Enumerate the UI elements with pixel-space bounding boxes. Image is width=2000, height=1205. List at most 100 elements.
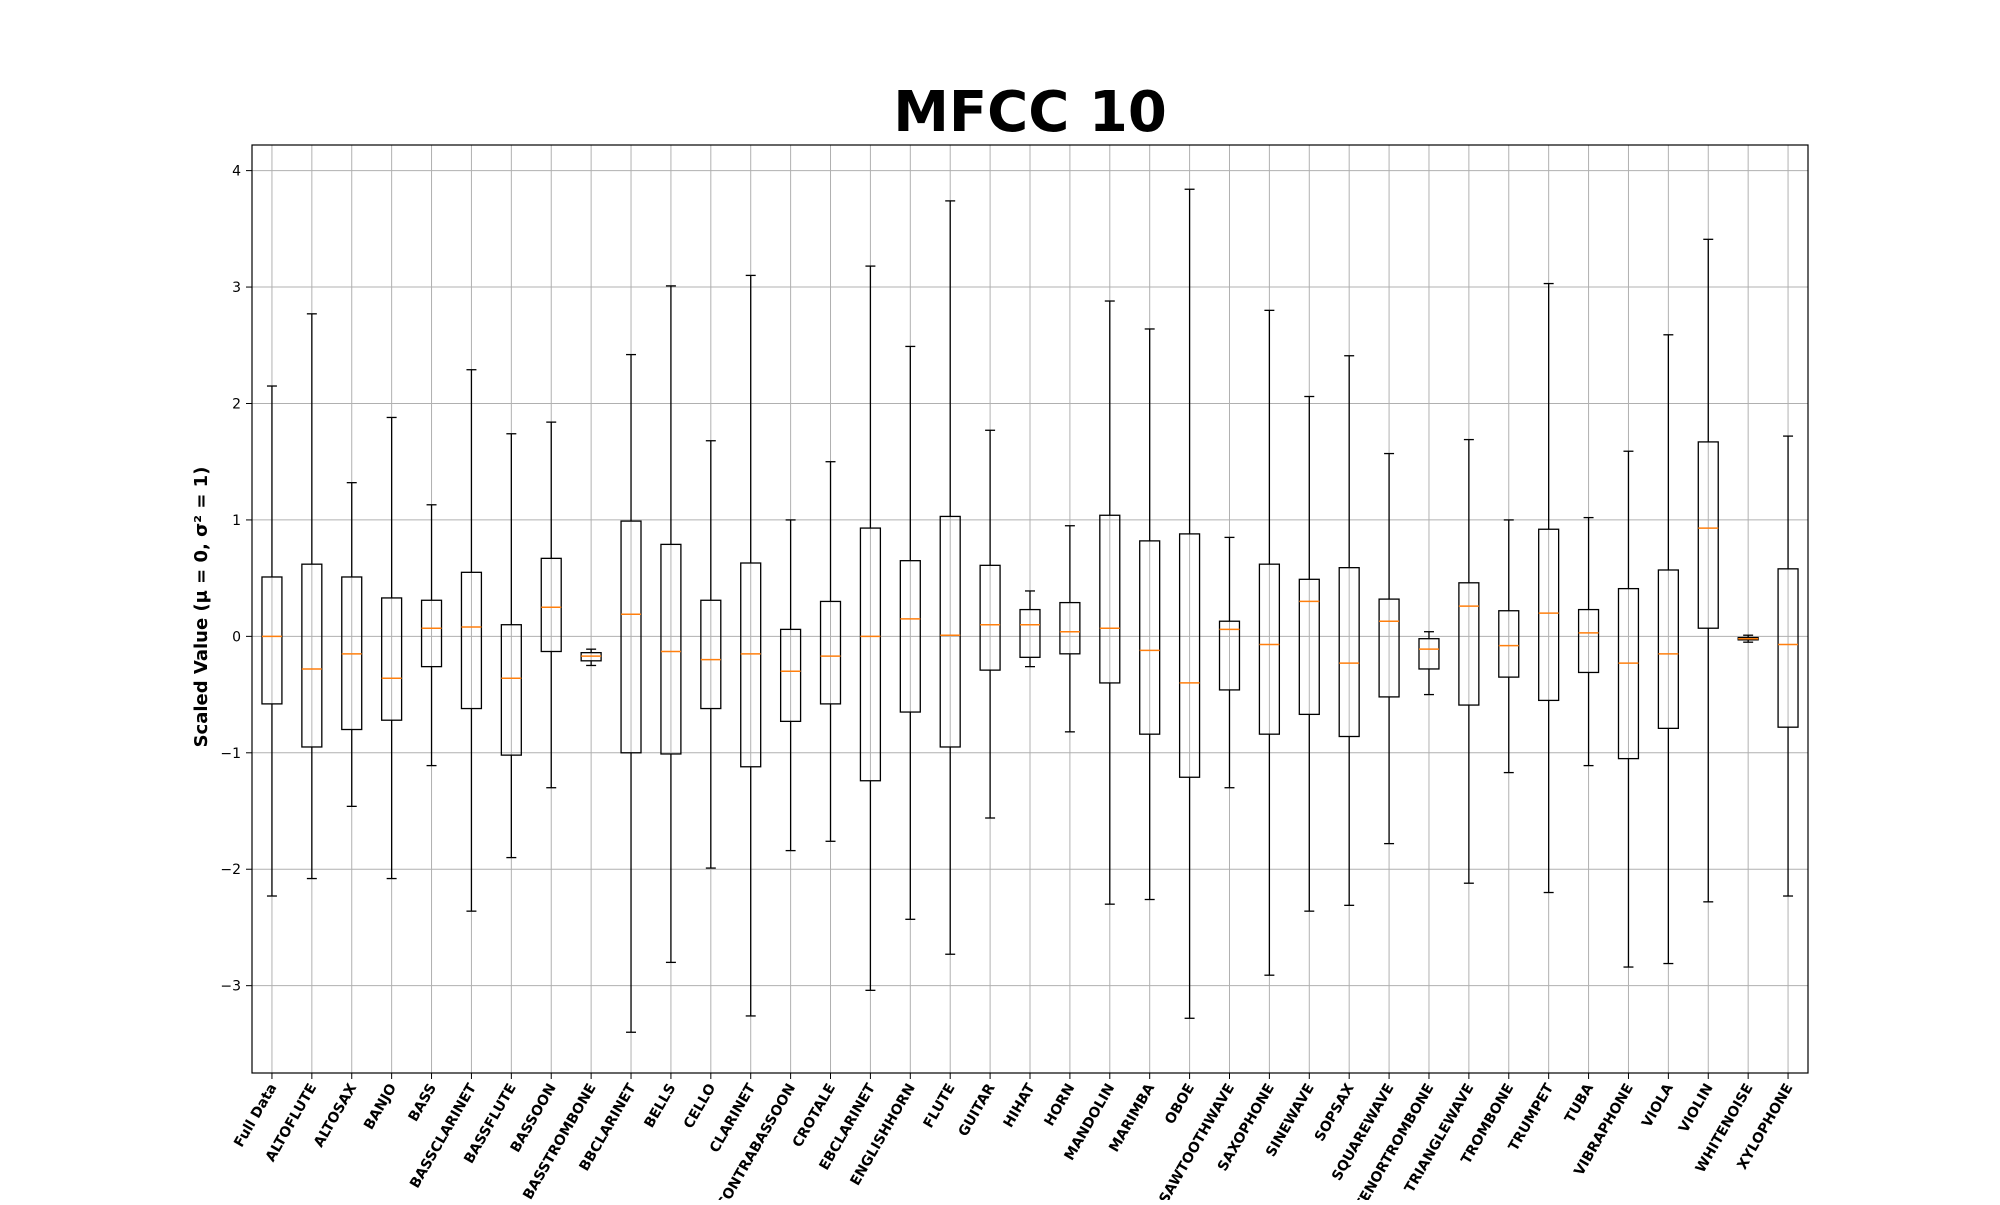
- y-tick-label: 2: [232, 396, 241, 412]
- box-xylophone: [1777, 435, 1799, 897]
- box-iqr: [1657, 569, 1679, 729]
- box-whitenoise: [1737, 634, 1759, 643]
- box-iqr: [1538, 528, 1560, 702]
- box-bassclarinet: [460, 369, 483, 912]
- y-tick-labels: 4 3 2 1 0 −1 −2 −3: [220, 164, 241, 995]
- box-flute: [939, 200, 961, 955]
- x-tick-label: FLUTE: [921, 1081, 959, 1131]
- box-iqr: [1378, 598, 1400, 698]
- box-iqr: [1418, 638, 1440, 670]
- y-tick-label: −3: [220, 979, 241, 995]
- axis-layer: [246, 144, 1809, 1079]
- box-iqr: [700, 599, 722, 710]
- box-contrabassoon: [779, 519, 802, 852]
- box-iqr: [500, 624, 522, 756]
- x-tick-label: TUBA: [1562, 1081, 1597, 1126]
- y-axis-label: Scaled Value (μ = 0, σ² = 1): [191, 467, 212, 748]
- x-tick-label: HIHAT: [1001, 1081, 1039, 1131]
- box-iqr: [1777, 568, 1799, 728]
- box-iqr: [620, 520, 642, 754]
- x-tick-label: BELLS: [641, 1081, 679, 1131]
- box-iqr: [740, 562, 762, 768]
- box-bassflute: [500, 433, 522, 859]
- box-cello: [700, 440, 722, 869]
- box-banjo: [381, 416, 403, 880]
- x-tick-label: VIOLA: [1639, 1081, 1677, 1130]
- box-sawtoothwave: [1218, 536, 1241, 789]
- box-full-data: [261, 385, 283, 897]
- x-tick-label: SAWTOOTHWAVE: [1156, 1081, 1238, 1200]
- y-tick-label: −2: [220, 862, 241, 878]
- box-iqr: [1697, 441, 1719, 629]
- box-iqr: [261, 576, 283, 705]
- plot-frame: [251, 144, 1809, 1074]
- box-englishhorn: [899, 345, 921, 920]
- x-tick-label: SOPSAX: [1312, 1081, 1358, 1145]
- x-tick-label: CELLO: [681, 1081, 719, 1132]
- box-iqr: [420, 599, 443, 668]
- box-iqr: [1218, 620, 1241, 691]
- box-hihat: [1019, 590, 1041, 668]
- box-layer: [261, 188, 1799, 1033]
- box-ebclarinet: [859, 265, 882, 991]
- box-trumpet: [1538, 282, 1560, 894]
- box-bassoon: [540, 421, 562, 789]
- box-tenortrombone: [1418, 631, 1440, 696]
- box-iqr: [819, 600, 842, 705]
- box-horn: [1059, 525, 1081, 733]
- x-tick-label: BASS: [406, 1081, 440, 1125]
- box-iqr: [899, 560, 921, 713]
- box-basstrombone: [580, 648, 602, 667]
- box-iqr: [1498, 610, 1520, 678]
- box-altosax: [341, 482, 363, 808]
- box-iqr: [1577, 608, 1600, 674]
- box-iqr: [939, 515, 961, 748]
- box-bbclarinet: [620, 353, 642, 1033]
- y-tick-label: 1: [232, 513, 241, 529]
- grid-layer: [252, 145, 1808, 1073]
- box-iqr: [1258, 563, 1281, 735]
- x-tick-label: VIOLIN: [1676, 1081, 1717, 1136]
- box-iqr: [540, 557, 562, 653]
- box-sinewave: [1298, 395, 1320, 912]
- box-iqr: [1178, 533, 1201, 778]
- box-iqr: [1139, 540, 1161, 735]
- box-saxophone: [1258, 309, 1281, 976]
- box-altoflute: [301, 313, 323, 880]
- box-iqr: [1458, 582, 1480, 706]
- x-tick-label: HORN: [1041, 1081, 1078, 1129]
- box-iqr: [460, 571, 483, 710]
- y-tick-label: 4: [232, 164, 241, 180]
- box-mandolin: [1099, 300, 1121, 905]
- box-iqr: [1099, 514, 1121, 684]
- box-iqr: [779, 628, 802, 723]
- box-iqr: [1059, 601, 1081, 655]
- box-trianglewave: [1458, 438, 1480, 884]
- box-iqr: [1338, 567, 1360, 738]
- x-tick-label: GUITAR: [956, 1081, 999, 1140]
- box-iqr: [1617, 587, 1640, 760]
- box-iqr: [859, 527, 882, 782]
- y-tick-label: 3: [232, 280, 241, 296]
- box-clarinet: [740, 274, 762, 1017]
- x-tick-label: OBOE: [1162, 1081, 1198, 1127]
- box-guitar: [979, 429, 1001, 819]
- box-iqr: [381, 597, 403, 721]
- y-tick-label: −1: [220, 746, 241, 762]
- box-bass: [420, 504, 443, 767]
- x-tick-label: BASSTROMBONE: [520, 1081, 599, 1200]
- x-tick-label: BANJO: [361, 1081, 400, 1133]
- chart-title: MFCC 10: [893, 80, 1167, 145]
- box-crotale: [819, 461, 842, 842]
- box-iqr: [660, 543, 682, 755]
- box-sopsax: [1338, 355, 1360, 906]
- box-marimba: [1139, 328, 1161, 901]
- box-iqr: [1298, 578, 1320, 716]
- y-tick-label: 0: [232, 629, 241, 645]
- box-viola: [1657, 334, 1679, 965]
- box-squarewave: [1378, 452, 1400, 845]
- box-violin: [1697, 238, 1719, 903]
